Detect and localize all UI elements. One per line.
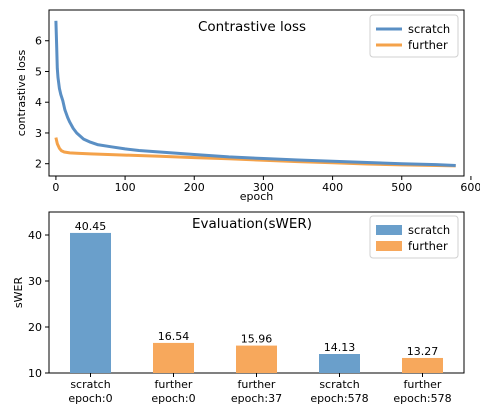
x-tick-label: further <box>404 378 442 391</box>
legend-label-further: further <box>408 239 448 253</box>
bar-further <box>153 342 194 373</box>
bar-value-label: 15.96 <box>241 333 273 346</box>
y-tick-label: 3 <box>35 127 42 140</box>
x-tick-label: 0 <box>52 181 59 194</box>
bar-value-label: 13.27 <box>407 345 439 358</box>
x-tick-label: epoch:37 <box>231 392 282 405</box>
legend-swatch-scratch <box>376 225 402 235</box>
y-tick-label: 20 <box>28 321 42 334</box>
x-tick-label: 400 <box>322 181 343 194</box>
y-tick-label: 40 <box>28 229 42 242</box>
legend: scratch further <box>369 215 459 259</box>
chart-title: Evaluation(sWER) <box>192 216 312 232</box>
y-axis-label: sWER <box>12 277 25 309</box>
x-tick-label: 100 <box>115 181 136 194</box>
x-tick-label: scratch <box>319 378 359 391</box>
x-tick-label: 300 <box>253 181 274 194</box>
y-tick-label: 5 <box>35 65 42 78</box>
bar-further <box>402 357 443 373</box>
series-line-further <box>54 137 456 168</box>
bar-scratch <box>70 232 111 373</box>
x-tick-label: 500 <box>391 181 412 194</box>
legend-label-scratch: scratch <box>408 22 450 36</box>
x-tick-label: epoch:578 <box>393 392 451 405</box>
y-tick-label: 10 <box>28 367 42 380</box>
x-tick-label: epoch:0 <box>68 392 112 405</box>
x-tick-label: scratch <box>70 378 110 391</box>
y-tick-label: 4 <box>35 96 42 109</box>
bar-scratch <box>319 354 360 373</box>
bar-value-label: 40.45 <box>75 220 107 233</box>
legend: scratch further <box>369 14 459 58</box>
bar-value-label: 14.13 <box>324 341 356 354</box>
evaluation-swer-chart: 10 20 30 40 sWER Evaluation(sWER) 40.45 scratch… <box>12 211 465 405</box>
x-tick-label: epoch:578 <box>310 392 368 405</box>
y-tick-label: 6 <box>35 35 42 48</box>
legend-swatch-further <box>376 241 402 251</box>
x-tick-label: epoch:0 <box>151 392 195 405</box>
plot-frame <box>48 9 465 177</box>
x-tick-label: further <box>155 378 193 391</box>
contrastive-loss-chart: 0 100 200 300 400 500 600 2 3 4 5 6 epoch contrastive… <box>15 9 480 203</box>
x-axis-label: epoch <box>240 190 274 203</box>
y-axis-label: contrastive loss <box>15 50 28 137</box>
x-tick-label: further <box>238 378 276 391</box>
bar-value-label: 16.54 <box>158 330 190 343</box>
x-tick-label: 200 <box>184 181 205 194</box>
y-tick-label: 30 <box>28 275 42 288</box>
bar-further <box>236 345 277 373</box>
legend-label-further: further <box>408 38 448 52</box>
x-tick-label: 600 <box>460 181 480 194</box>
chart-title: Contrastive loss <box>198 19 306 35</box>
series-line-scratch <box>54 20 456 167</box>
y-tick-label: 2 <box>35 158 42 171</box>
legend-label-scratch: scratch <box>408 223 450 237</box>
